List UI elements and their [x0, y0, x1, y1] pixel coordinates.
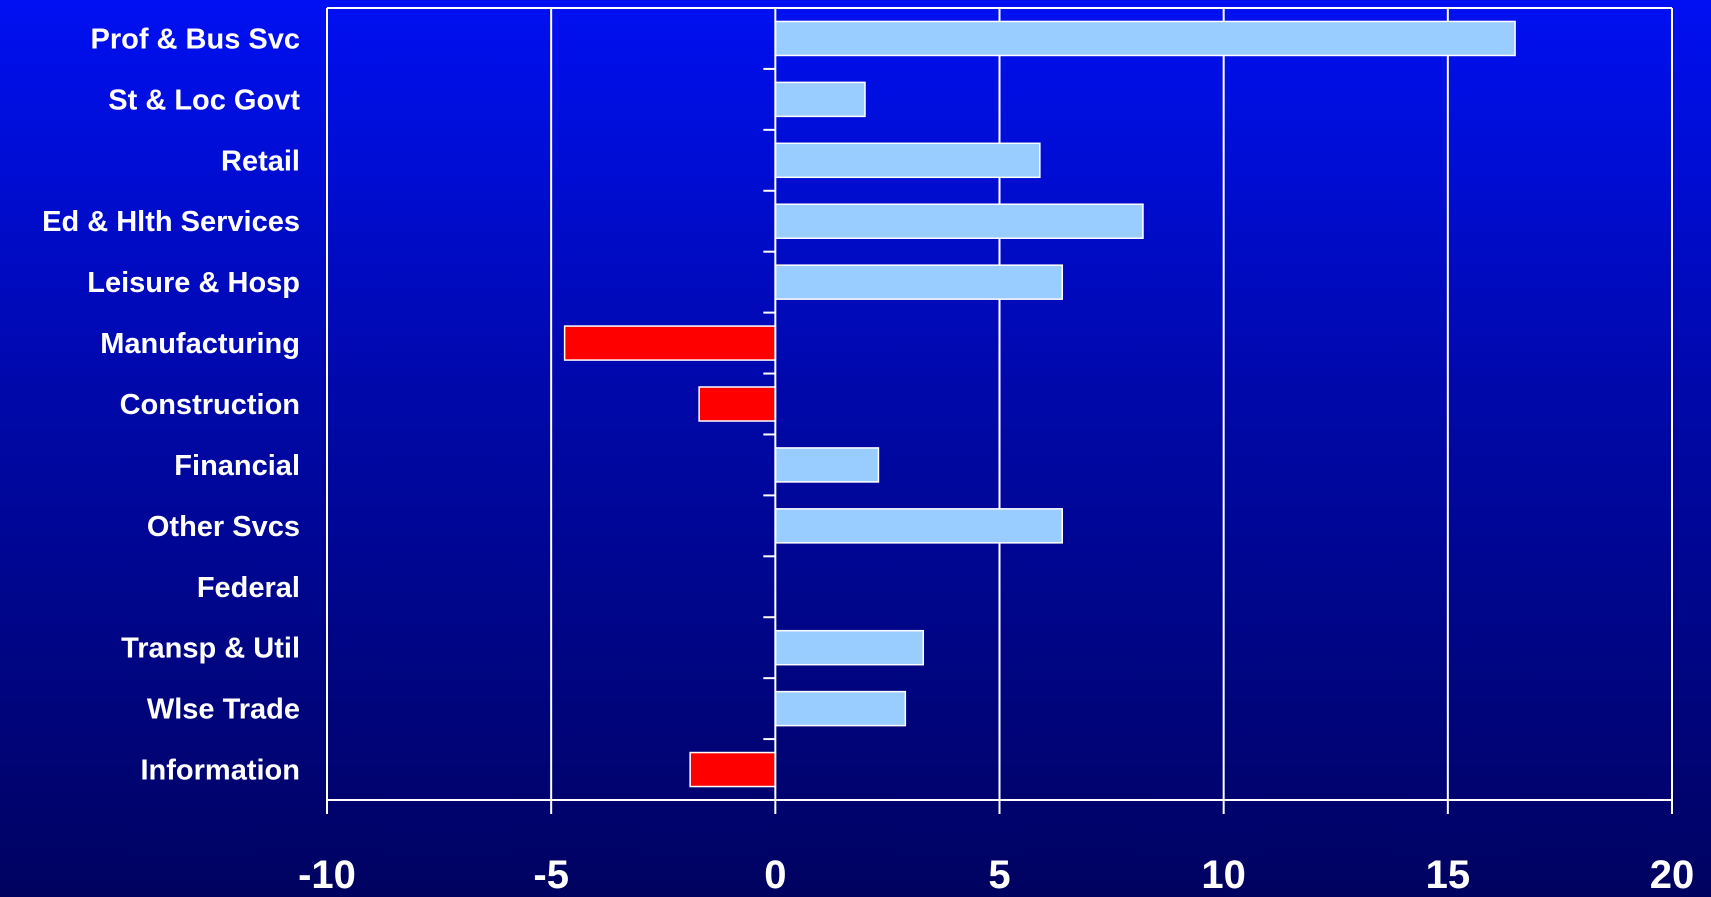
bar-financial [774, 447, 880, 483]
gridlines [326, 7, 1673, 800]
category-label: St & Loc Govt [108, 84, 300, 116]
bar-transp-util [774, 629, 925, 666]
bar-leisure-hosp [774, 264, 1064, 300]
category-label: Leisure & Hosp [87, 267, 300, 299]
category-label: Construction [120, 389, 300, 421]
bar-information [689, 751, 777, 788]
category-label: Retail [221, 145, 300, 177]
axes [326, 8, 1673, 814]
x-tick-label: -10 [298, 853, 356, 897]
bar-st-loc-govt [774, 81, 866, 118]
category-label: Financial [174, 450, 300, 482]
x-tick-label: 5 [988, 853, 1010, 897]
x-tick-label: 15 [1426, 853, 1471, 897]
category-label: Other Svcs [147, 511, 300, 543]
x-tick-labels: -10 -5 0 5 10 15 20 [298, 853, 1694, 897]
x-tick-label: 0 [764, 853, 786, 897]
bar-ed-hlth-services [774, 203, 1144, 239]
bar-prof-bus-svc [774, 20, 1516, 57]
bar-manufacturing [563, 325, 777, 361]
category-label: Information [141, 755, 301, 787]
bar-construction [698, 386, 777, 422]
category-label: Ed & Hlth Services [42, 206, 300, 238]
category-labels: Prof & Bus Svc St & Loc Govt Retail Ed & Hl… [42, 23, 300, 786]
category-label: Wlse Trade [147, 694, 300, 726]
bar-other-svcs [774, 508, 1064, 544]
bar-wlse-trade [774, 690, 907, 727]
x-tick-label: 10 [1201, 853, 1246, 897]
category-label: Federal [197, 572, 300, 604]
x-tick-label: 20 [1650, 853, 1695, 897]
category-label: Manufacturing [100, 328, 300, 360]
category-label: Prof & Bus Svc [91, 23, 301, 55]
x-tick-label: -5 [533, 853, 569, 897]
bars [563, 20, 1516, 788]
category-label: Transp & Util [121, 633, 300, 665]
bar-retail [774, 142, 1041, 179]
